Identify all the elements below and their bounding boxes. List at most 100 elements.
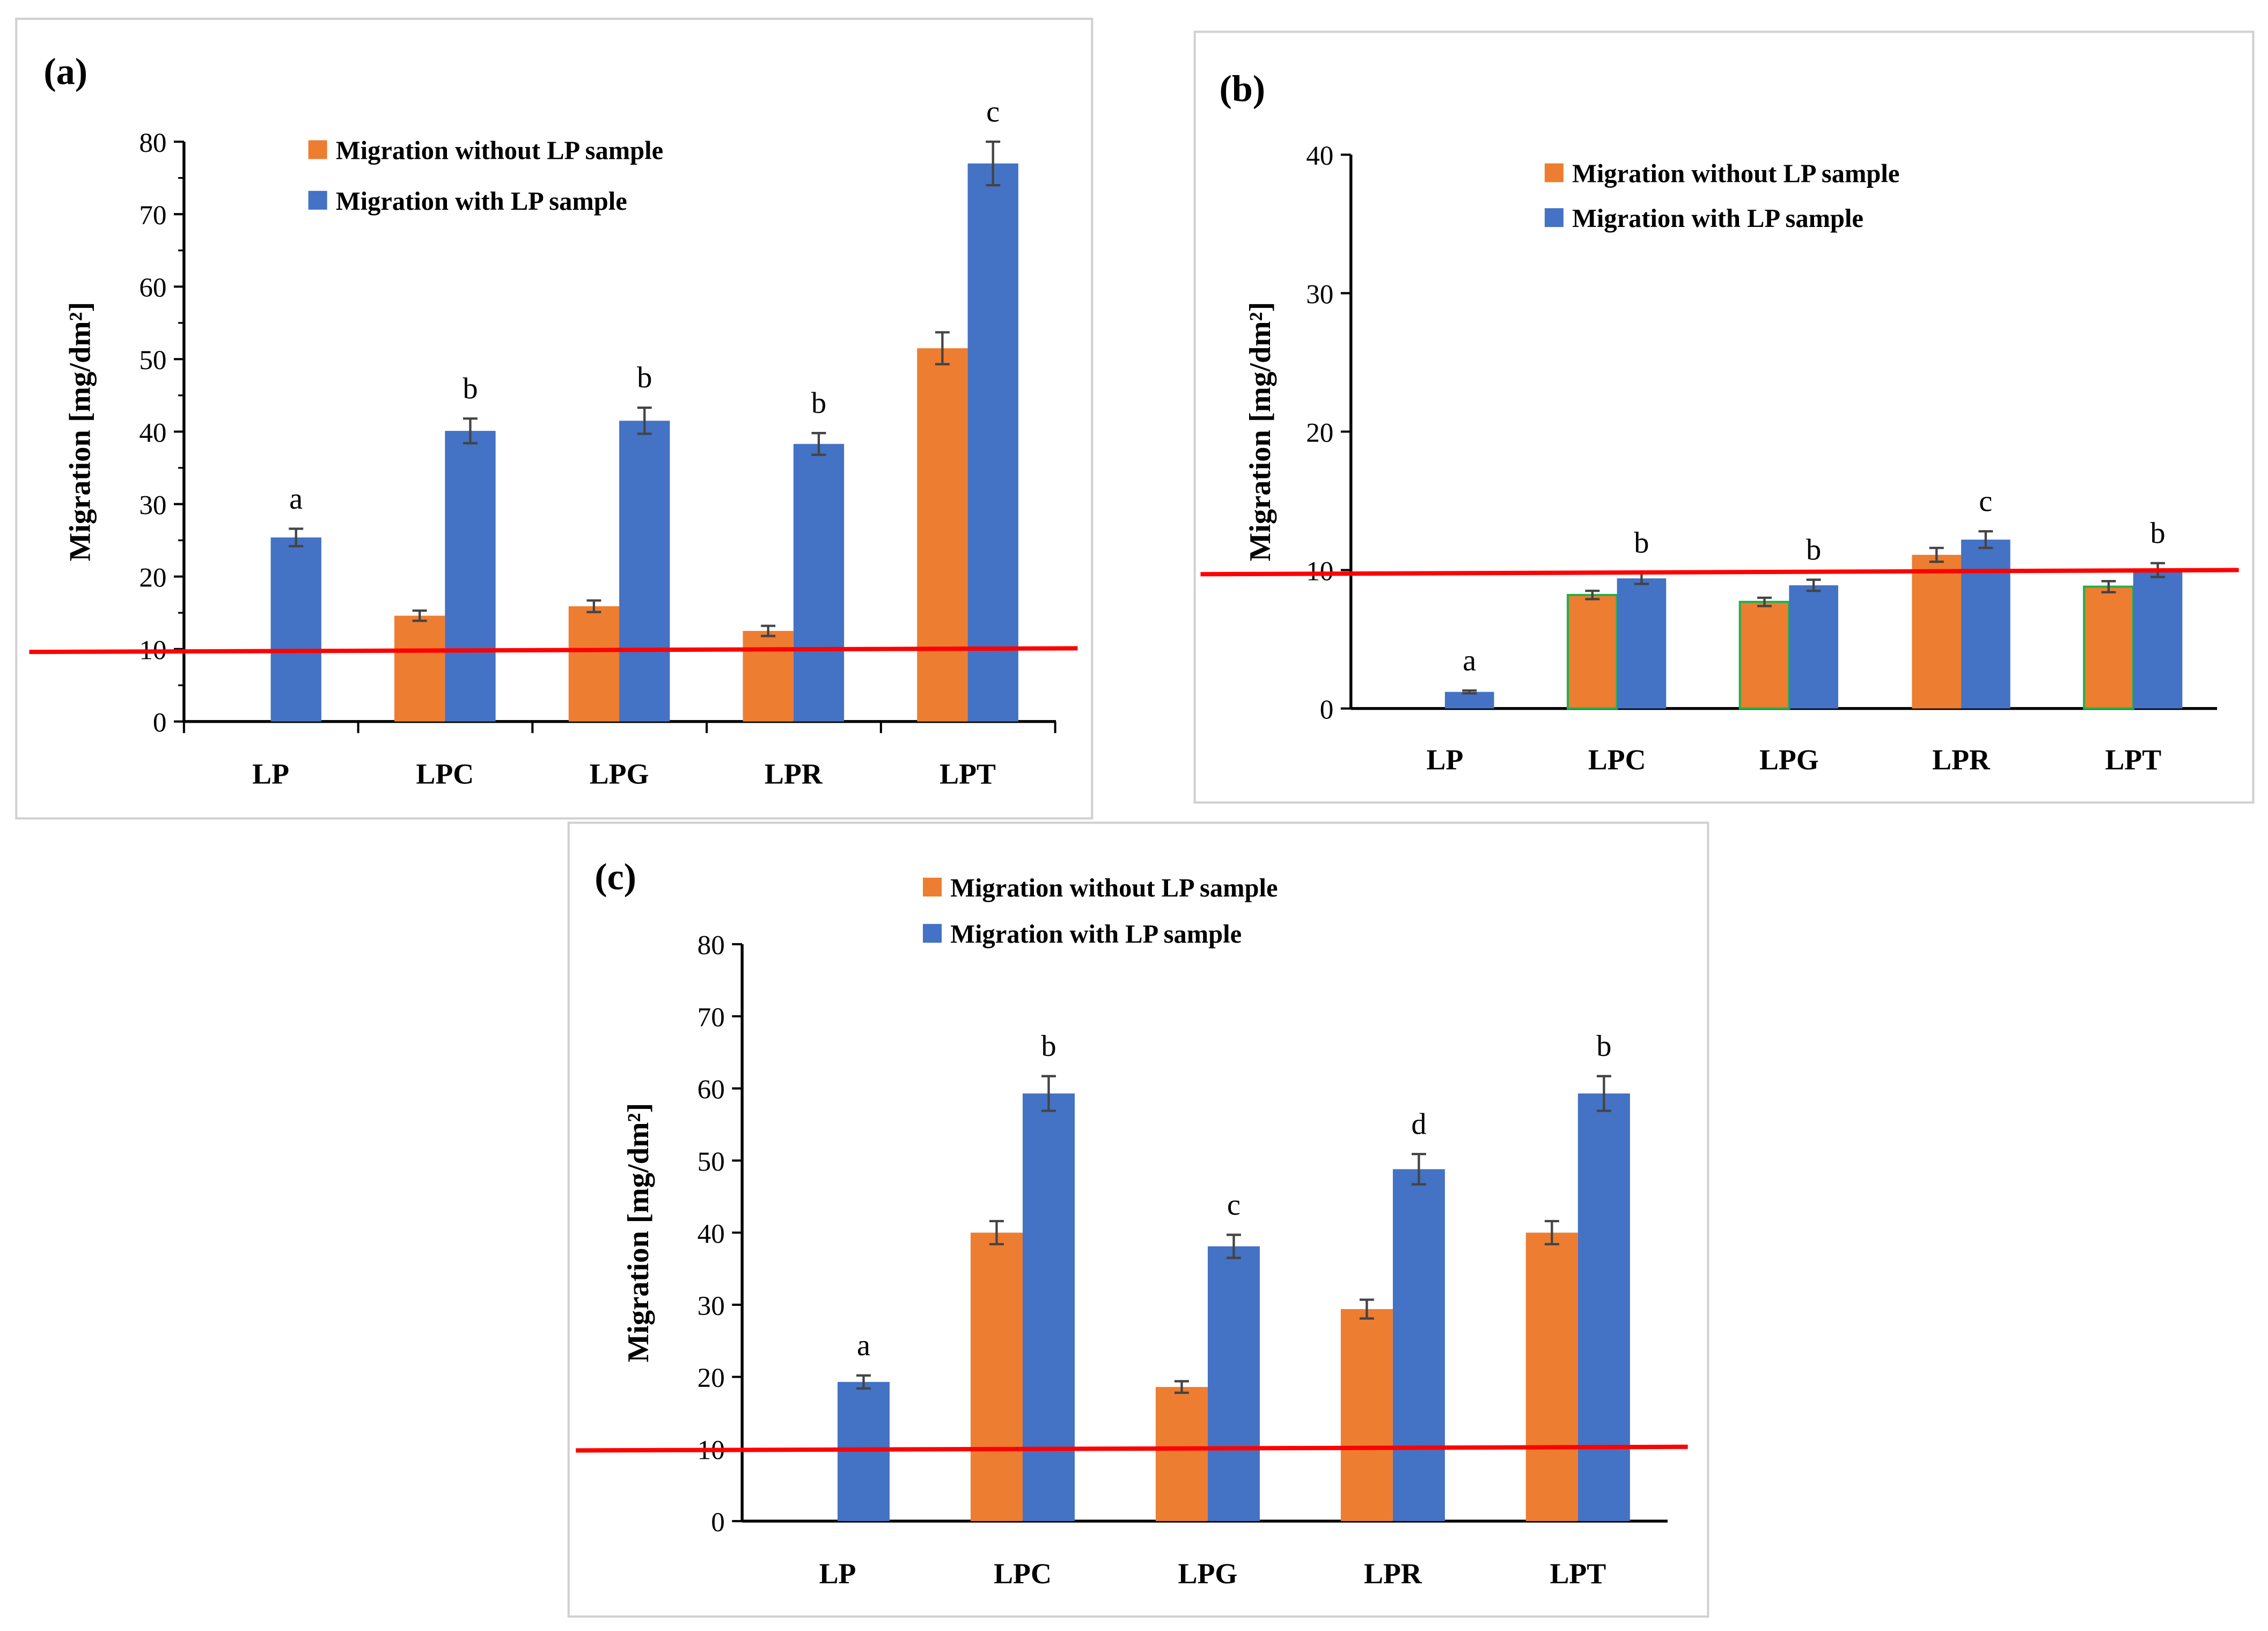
bar-with-lp [445, 431, 496, 722]
y-axis-label: Migration [mg/dm²] [64, 302, 97, 562]
significance-letter: b [1596, 1030, 1611, 1063]
error-bar [1462, 689, 1477, 695]
panel-label: (c) [594, 856, 636, 898]
bar-with-lp [1789, 585, 1838, 709]
x-tick-label: LPC [1588, 744, 1646, 776]
y-axis-label: Migration [mg/dm²] [622, 1103, 655, 1363]
legend-swatch [923, 924, 942, 943]
bar-with-lp [2133, 570, 2183, 709]
error-bar [1411, 1152, 1426, 1186]
x-tick-label: LP [1426, 744, 1463, 776]
bar-with-lp [1617, 578, 1667, 709]
y-tick-label: 20 [1306, 417, 1333, 448]
legend-label: Migration with LP sample [1572, 204, 1863, 233]
error-bar [1757, 596, 1772, 607]
bar-without-lp [743, 630, 794, 722]
y-tick-label: 10 [1306, 556, 1333, 586]
legend-swatch [923, 877, 942, 897]
error-bar [463, 417, 478, 445]
bar-with-lp [1392, 1169, 1445, 1522]
legend-label: Migration with LP sample [950, 920, 1242, 949]
legend-swatch [308, 190, 327, 210]
error-bar [586, 599, 601, 613]
significance-letter: b [2150, 517, 2165, 550]
limit-line [576, 1444, 1688, 1453]
legend-label: Migration without LP sample [336, 136, 663, 165]
y-tick-label: 80 [698, 930, 725, 961]
panel-label: (b) [1220, 69, 1266, 110]
x-tick-label: LPC [994, 1557, 1052, 1590]
y-tick-label: 60 [139, 273, 166, 303]
error-bar [761, 625, 776, 637]
bar-with-lp [967, 163, 1018, 722]
bar-with-lp [1444, 692, 1494, 709]
limit-line [29, 646, 1078, 655]
bar-with-lp [1961, 539, 2010, 709]
bar-without-lp [1566, 593, 1618, 710]
limit-line [1200, 568, 2239, 577]
x-tick-label: LP [819, 1557, 856, 1590]
y-tick-label: 30 [698, 1291, 725, 1321]
bar-without-lp [394, 615, 445, 722]
x-tick-label: LPR [1932, 744, 1991, 776]
significance-letter: b [637, 361, 652, 394]
significance-letter: b [1041, 1030, 1056, 1063]
y-tick-label: 20 [698, 1363, 725, 1393]
legend-label: Migration with LP sample [336, 187, 627, 216]
significance-letter: b [1806, 533, 1821, 567]
significance-letter: d [1411, 1107, 1426, 1141]
significance-letter: c [986, 95, 1000, 128]
x-tick-label: LPC [416, 758, 474, 790]
y-axis-label: Migration [mg/dm²] [1244, 302, 1277, 562]
significance-letter: c [1979, 485, 1992, 518]
legend-swatch [308, 140, 327, 159]
error-bar [1806, 578, 1821, 592]
y-tick-label: 0 [153, 708, 167, 738]
error-bar [811, 432, 826, 456]
error-bar [935, 331, 950, 365]
bar-with-lp [1207, 1246, 1260, 1522]
y-tick-label: 40 [698, 1218, 725, 1249]
legend-label: Migration without LP sample [1572, 160, 1899, 188]
x-tick-label: LPT [1550, 1557, 1606, 1590]
panel-border [1193, 31, 2255, 804]
significance-letter: b [463, 372, 478, 405]
error-bar [1041, 1075, 1056, 1112]
error-bar [986, 140, 1001, 187]
y-tick-label: 70 [698, 1002, 725, 1033]
x-tick-label: LPT [940, 758, 996, 790]
legend-swatch [1544, 163, 1564, 182]
bar-without-lp [1340, 1309, 1393, 1522]
panel-label: (a) [43, 51, 87, 92]
error-bar [637, 406, 652, 435]
legend-label: Migration without LP sample [950, 874, 1278, 902]
significance-letter: b [811, 386, 826, 420]
y-tick-label: 70 [139, 200, 166, 231]
bar-without-lp [1912, 555, 1962, 709]
bar-without-lp [917, 348, 968, 722]
y-tick-label: 0 [711, 1507, 725, 1538]
panel-border [15, 18, 1093, 820]
bar-without-lp [970, 1232, 1023, 1522]
bar-with-lp [270, 537, 321, 722]
error-bar [2101, 580, 2116, 593]
bar-without-lp [2083, 585, 2134, 710]
bar-with-lp [619, 421, 670, 722]
x-tick-label: LPT [2105, 744, 2161, 776]
bar-without-lp [1738, 600, 1790, 710]
y-tick-label: 50 [139, 345, 166, 376]
legend-swatch [1544, 208, 1564, 227]
error-bar [289, 527, 304, 548]
y-tick-label: 30 [1306, 279, 1333, 310]
y-tick-label: 30 [139, 490, 166, 520]
error-bar [1544, 1219, 1559, 1246]
error-bar [1359, 1298, 1374, 1320]
y-tick-label: 40 [139, 417, 166, 448]
error-bar [1978, 530, 1993, 549]
bar-with-lp [1022, 1093, 1075, 1522]
significance-letter: b [1634, 526, 1649, 560]
x-tick-label: LPR [1364, 1557, 1422, 1590]
significance-letter: a [857, 1329, 870, 1362]
